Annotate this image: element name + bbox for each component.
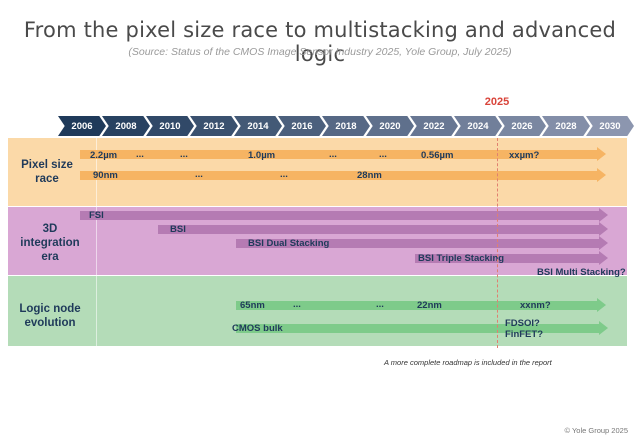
year-chevron-2028: 2028 — [542, 116, 590, 136]
stacking-band-label-line2: integration — [20, 237, 80, 249]
pixel-size-arrow — [80, 147, 606, 161]
logic-band-label: Logic node evolution — [10, 302, 90, 330]
logic-label-next: xxnm? — [520, 300, 551, 311]
bsi-arrow — [158, 222, 608, 236]
logic-label-65nm: 65nm — [240, 300, 265, 311]
pixel-label-next: xxµm? — [509, 150, 540, 161]
logic-band — [8, 276, 627, 346]
stacking-label-fsi: FSI — [89, 210, 104, 221]
logic-node-arrow — [236, 298, 606, 312]
bsi-dual-stacking-arrow — [236, 236, 608, 250]
logic-ellipsis-2: ... — [376, 299, 384, 310]
pixel-ellipsis-4: ... — [379, 149, 387, 160]
copyright: © Yole Group 2025 — [564, 426, 629, 435]
band-divider — [96, 138, 97, 348]
year-chevron-2016: 2016 — [278, 116, 326, 136]
bsi-triple-stacking-arrow — [415, 251, 608, 265]
node-label-90nm: 90nm — [93, 170, 118, 181]
stacking-label-bsi-multi: BSI Multi Stacking? — [537, 267, 626, 278]
fsi-arrow — [80, 208, 608, 222]
pixel-ellipsis-2: ... — [180, 149, 188, 160]
logic-label-finfet: FinFET? — [505, 329, 543, 340]
year-chevron-2006: 2006 — [58, 116, 106, 136]
year-chevron-2030: 2030 — [586, 116, 634, 136]
node-ellipsis-2: ... — [280, 169, 288, 180]
year-chevron-2026: 2026 — [498, 116, 546, 136]
logic-label-22nm: 22nm — [417, 300, 442, 311]
process-node-arrow — [80, 168, 606, 182]
pixel-label-1-0um: 1.0µm — [248, 150, 276, 161]
pixel-label-2-2um: 2.2µm — [90, 150, 118, 161]
cmos-bulk-arrow — [236, 321, 608, 335]
pixel-ellipsis-1: ... — [136, 149, 144, 160]
pixel-band-label: Pixel size race — [12, 158, 82, 186]
stacking-label-bsi: BSI — [170, 224, 186, 235]
pixel-band-label-line2: race — [35, 173, 59, 185]
year-chevron-2012: 2012 — [190, 116, 238, 136]
year-chevron-2018: 2018 — [322, 116, 370, 136]
node-ellipsis-1: ... — [195, 169, 203, 180]
logic-ellipsis-1: ... — [293, 299, 301, 310]
stacking-band-label-line3: era — [41, 251, 59, 263]
logic-label-cmos-bulk: CMOS bulk — [232, 323, 283, 334]
year-chevron-2024: 2024 — [454, 116, 502, 136]
year-chevron-2022: 2022 — [410, 116, 458, 136]
source-subtitle: (Source: Status of the CMOS Image Sensor… — [128, 46, 512, 58]
logic-label-fdsoi: FDSOI? — [505, 318, 540, 329]
pixel-label-0-56um: 0.56µm — [421, 150, 454, 161]
year-chevron-2014: 2014 — [234, 116, 282, 136]
year-chevron-2008: 2008 — [102, 116, 150, 136]
stacking-label-bsi-dual: BSI Dual Stacking — [248, 238, 330, 249]
logic-band-label-line1: Logic node — [19, 303, 81, 315]
page-title: From the pixel size race to multistackin… — [23, 18, 617, 66]
stacking-label-bsi-triple: BSI Triple Stacking — [418, 253, 505, 264]
stacking-band-label: 3D integration era — [10, 222, 90, 264]
highlight-year-marker — [497, 138, 498, 348]
node-label-28nm: 28nm — [357, 170, 382, 181]
stacking-band-label-line1: 3D — [42, 223, 58, 235]
year-chevron-2010: 2010 — [146, 116, 194, 136]
year-chevron-2020: 2020 — [366, 116, 414, 136]
year-timeline: 2006 2008 2010 2012 2014 2016 2018 2020 2022 2024… — [58, 116, 634, 136]
logic-band-label-line2: evolution — [24, 317, 76, 329]
pixel-band-label-line1: Pixel size — [21, 159, 73, 171]
pixel-ellipsis-3: ... — [329, 149, 337, 160]
highlight-year-label: 2025 — [484, 96, 510, 108]
report-note: A more complete roadmap is included in t… — [384, 358, 552, 367]
